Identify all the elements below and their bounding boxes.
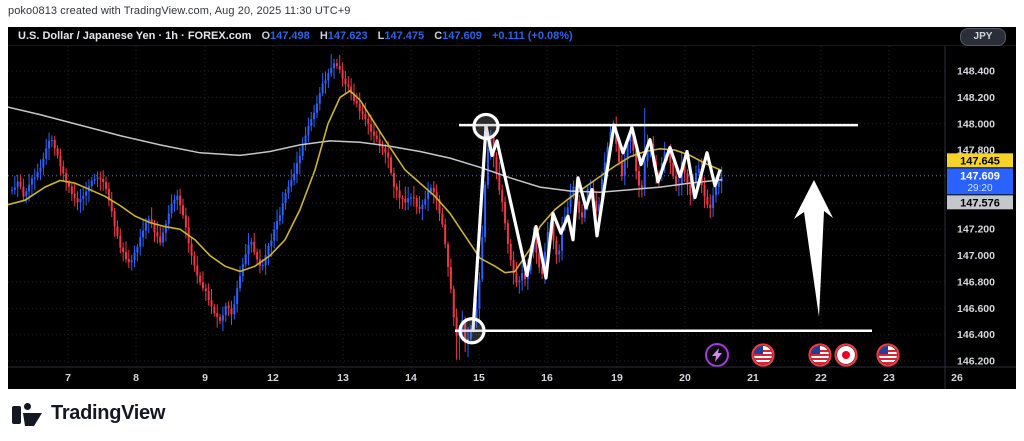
current-price-badge [947, 168, 1013, 195]
drawing-zigzag[interactable] [471, 123, 722, 331]
drawings-layer[interactable] [455, 112, 872, 345]
time-axis-label: 12 [267, 372, 279, 384]
svg-text:147.645: 147.645 [960, 155, 1000, 167]
time-axis-label: 7 [65, 372, 71, 384]
time-axis-label: 26 [951, 372, 963, 384]
price-axis-label: 147.200 [957, 224, 995, 236]
open-value: 147.498 [270, 30, 310, 42]
price-axis-label: 146.400 [957, 329, 995, 341]
high-label: H [319, 30, 328, 42]
time-axis[interactable]: 7 8 9 12 13 14 15 16 19 20 21 22 23 26 [8, 366, 1016, 384]
price-axis-label: 148.000 [957, 118, 995, 130]
chart-panel[interactable]: 7 8 9 12 13 14 15 16 19 20 21 22 23 26 148.400 148.200 1… [8, 27, 1016, 389]
drawing-circle [472, 112, 500, 141]
close-value: 147.609 [442, 30, 482, 42]
currency-toggle-button[interactable]: JPY [960, 28, 1006, 46]
ma-fast-line[interactable] [8, 89, 723, 274]
time-axis-label: 15 [473, 372, 485, 384]
tradingview-logo-text: TradingView [51, 402, 166, 424]
time-axis-label: 16 [541, 372, 553, 384]
drawing-up-arrow[interactable] [794, 180, 833, 317]
time-axis-label: 8 [133, 372, 139, 384]
open-label: O [261, 30, 271, 42]
change-value: +0.111 (+0.08%) [491, 30, 573, 42]
svg-text:147.576: 147.576 [960, 197, 1000, 209]
chart-plot[interactable]: 7 8 9 12 13 14 15 16 19 20 21 22 23 26 148.400 148.200 1… [8, 27, 1016, 389]
attribution-text: poko0813 created with TradingView.com, A… [8, 5, 351, 17]
symbol-sep2: · [181, 30, 185, 42]
time-axis-label: 19 [611, 372, 623, 384]
low-value: 147.475 [384, 30, 425, 42]
event-icons[interactable] [705, 343, 900, 367]
drawing-circle [458, 317, 486, 345]
high-value: 147.623 [327, 30, 368, 42]
price-axis-label: 148.200 [957, 92, 995, 104]
price-axis-label: 146.200 [957, 356, 995, 368]
price-axis-label: 147.000 [957, 250, 995, 262]
price-axis-label: 146.800 [957, 276, 995, 288]
timeframe[interactable]: 1h [165, 30, 179, 42]
ma-fast-badge [947, 153, 1013, 168]
time-axis-label: 9 [202, 372, 208, 384]
tradingview-logo-icon [12, 403, 42, 426]
exchange-name: FOREX.com [187, 30, 252, 42]
price-axis-label: 146.600 [957, 303, 995, 315]
time-axis-label: 23 [883, 372, 895, 384]
symbol-sep1: · [158, 30, 163, 42]
price-axis[interactable]: 148.400148.200148.000147.800147.200147.0… [944, 46, 1013, 389]
svg-text:147.609: 147.609 [960, 170, 1000, 182]
time-axis-label: 21 [747, 372, 759, 384]
tradingview-logo[interactable]: TradingView [12, 400, 165, 427]
low-label: L [377, 30, 385, 42]
chart-legend: U.S. Dollar / Japanese Yen · 1h · FOREX.… [8, 27, 1016, 46]
time-axis-label: 22 [815, 372, 827, 384]
ma-slow-badge [947, 195, 1013, 210]
price-axis-label: 148.400 [957, 66, 995, 78]
close-label: C [434, 30, 443, 42]
time-axis-label: 13 [337, 372, 349, 384]
countdown-timer: 29:20 [967, 183, 992, 194]
time-axis-label: 20 [679, 372, 691, 384]
time-axis-label: 14 [405, 372, 417, 384]
symbol-title[interactable]: U.S. Dollar / Japanese Yen [18, 30, 156, 42]
lightning-icon [712, 348, 722, 362]
